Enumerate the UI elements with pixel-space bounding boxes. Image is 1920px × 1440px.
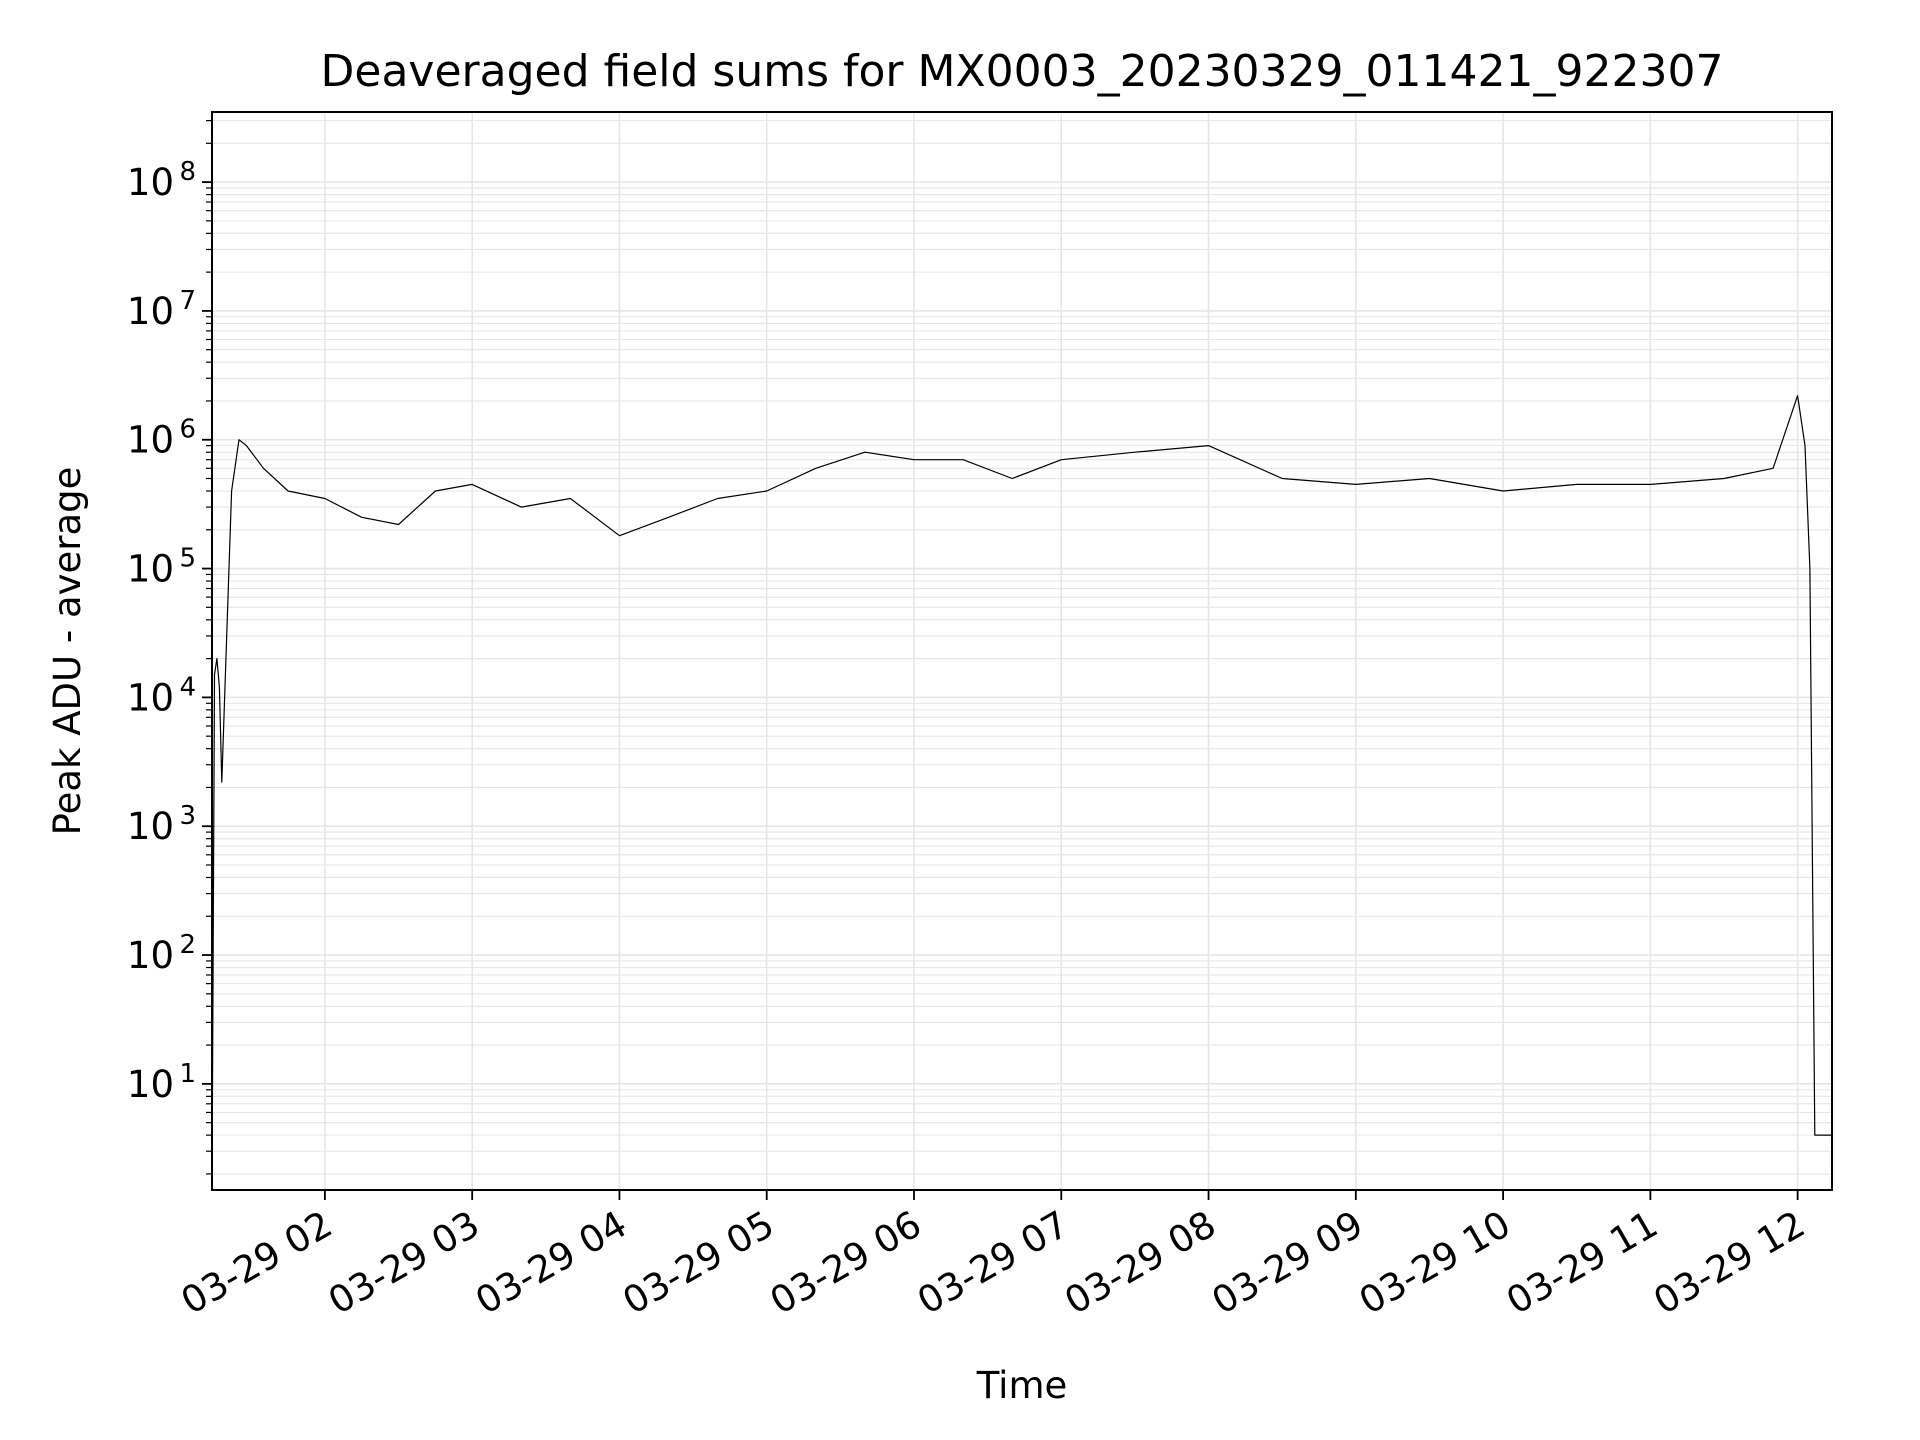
chart-title: Deaveraged field sums for MX0003_2023032… (321, 46, 1724, 97)
y-tick-exponent: 7 (179, 286, 196, 316)
y-tick-label: 10 (127, 1063, 174, 1106)
y-tick-exponent: 2 (179, 930, 196, 960)
y-tick-label: 10 (127, 161, 174, 204)
x-axis-label: Time (976, 1364, 1068, 1407)
y-tick-exponent: 1 (179, 1059, 196, 1089)
x-tick-label: 03-29 09 (1205, 1203, 1371, 1323)
x-tick-label: 03-29 02 (174, 1203, 340, 1323)
x-tick-label: 03-29 07 (910, 1203, 1076, 1323)
x-tick-label: 03-29 05 (616, 1203, 782, 1323)
y-tick-exponent: 4 (179, 672, 196, 702)
y-tick-label: 10 (127, 805, 174, 848)
y-tick-exponent: 8 (179, 157, 196, 187)
x-tick-label: 03-29 10 (1352, 1203, 1518, 1323)
x-tick-label: 03-29 04 (468, 1203, 634, 1323)
y-tick-label: 10 (127, 548, 174, 591)
x-tick-label: 03-29 08 (1057, 1203, 1223, 1323)
y-tick-exponent: 6 (179, 415, 196, 445)
y-tick-label: 10 (127, 419, 174, 462)
y-tick-exponent: 5 (179, 544, 196, 574)
series-layer (211, 395, 1832, 1191)
y-tick-exponent: 3 (179, 801, 196, 831)
x-tick-label: 03-29 06 (763, 1203, 929, 1323)
x-tick-label: 03-29 12 (1647, 1203, 1813, 1323)
series-line-0 (211, 395, 1832, 1191)
y-axis-label: Peak ADU - average (46, 467, 89, 836)
y-tick-label: 10 (127, 676, 174, 719)
x-tick-label: 03-29 03 (321, 1203, 487, 1323)
grid-lines (212, 112, 1832, 1190)
y-tick-label: 10 (127, 934, 174, 977)
y-tick-label: 10 (127, 290, 174, 333)
plot-frame (211, 111, 1833, 1191)
x-tick-label: 03-29 11 (1499, 1203, 1665, 1323)
